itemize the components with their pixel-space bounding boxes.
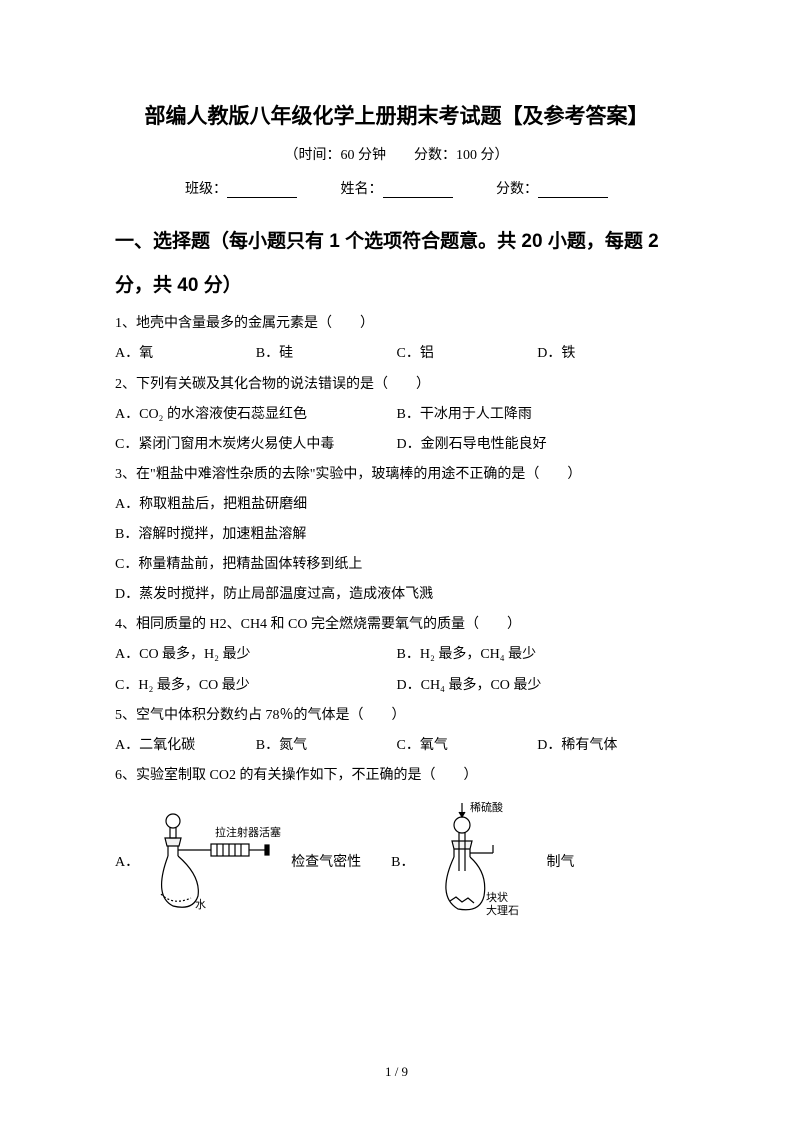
q5-opt-a: A．二氧化碳 <box>115 731 256 761</box>
section-1-heading: 一、选择题（每小题只有 1 个选项符合题意。共 20 小题，每题 2 分，共 4… <box>115 220 678 307</box>
q6-diag-b-label: B． <box>391 851 418 871</box>
q1-options: A．氧 B．硅 C．铝 D．铁 <box>115 339 678 369</box>
q3-opt-c: C．称量精盐前，把精盐固体转移到纸上 <box>115 550 678 580</box>
q4-opt-d: D．CH₄ 最多，CO 最少 <box>397 671 679 701</box>
q6-stem: 6、实验室制取 CO2 的有关操作如下，不正确的是（ ） <box>115 761 678 791</box>
acid-label: 稀硫酸 <box>470 801 503 814</box>
q3-opt-d: D．蒸发时搅拌，防止局部温度过高，造成液体飞溅 <box>115 580 678 610</box>
page-title: 部编人教版八年级化学上册期末考试题【及参考答案】 <box>115 100 678 130</box>
info-line: 班级： 姓名： 分数： <box>115 178 678 198</box>
q1-opt-c: C．铝 <box>397 339 538 369</box>
q3-stem: 3、在"粗盐中难溶性杂质的去除"实验中，玻璃棒的用途不正确的是（ ） <box>115 460 678 490</box>
flask-syringe-icon: 拉注射器活塞 水 <box>143 806 283 916</box>
label-score: 分数： <box>496 182 538 197</box>
flask-acid-icon: 稀硫酸 块状 大理石 <box>418 801 538 921</box>
q6-diag-a-label: A． <box>115 851 143 871</box>
q2-opt-d: D．金刚石导电性能良好 <box>397 430 679 460</box>
q6-diagrams: A． 拉注射器活塞 水 检 <box>115 801 678 921</box>
svg-text:块状: 块状 <box>486 890 508 904</box>
q4-options-2: C．H₂ 最多，CO 最少 D．CH₄ 最多，CO 最少 <box>115 671 678 701</box>
water-label: 水 <box>195 898 206 911</box>
q2-options-2: C．紧闭门窗用木炭烤火易使人中毒 D．金刚石导电性能良好 <box>115 430 678 460</box>
blank-class <box>227 182 297 198</box>
label-name: 姓名： <box>341 182 383 197</box>
q5-opt-d: D．稀有气体 <box>537 731 678 761</box>
blank-name <box>383 182 453 198</box>
q4-opt-b: B．H₂ 最多，CH₄ 最少 <box>397 640 679 670</box>
q4-options-1: A．CO 最多，H₂ 最少 B．H₂ 最多，CH₄ 最少 <box>115 640 678 670</box>
q5-opt-c: C．氧气 <box>397 731 538 761</box>
q6-diag-a-caption: 检查气密性 <box>283 851 391 871</box>
q2-opt-b: B．干冰用于人工降雨 <box>397 400 679 430</box>
q4-opt-c: C．H₂ 最多，CO 最少 <box>115 671 397 701</box>
q3-opt-a: A．称取粗盐后，把粗盐研磨细 <box>115 490 678 520</box>
q2-stem: 2、下列有关碳及其化合物的说法错误的是（ ） <box>115 370 678 400</box>
q1-opt-a: A．氧 <box>115 339 256 369</box>
q2-opt-a: A．CO₂ 的水溶液使石蕊显红色 <box>115 400 397 430</box>
q1-opt-d: D．铁 <box>537 339 678 369</box>
q5-options: A．二氧化碳 B．氮气 C．氧气 D．稀有气体 <box>115 731 678 761</box>
q6-diag-b-caption: 制气 <box>538 851 604 871</box>
q4-opt-a: A．CO 最多，H₂ 最少 <box>115 640 397 670</box>
page-number: 1 / 9 <box>0 1064 793 1080</box>
q3-opt-b: B．溶解时搅拌，加速粗盐溶解 <box>115 520 678 550</box>
q4-stem: 4、相同质量的 H2、CH4 和 CO 完全燃烧需要氧气的质量（ ） <box>115 610 678 640</box>
q1-opt-b: B．硅 <box>256 339 397 369</box>
q5-stem: 5、空气中体积分数约占 78％的气体是（ ） <box>115 701 678 731</box>
q5-opt-b: B．氮气 <box>256 731 397 761</box>
label-class: 班级： <box>185 182 227 197</box>
exam-subtitle: （时间：60 分钟 分数：100 分） <box>115 144 678 164</box>
q2-options-1: A．CO₂ 的水溶液使石蕊显红色 B．干冰用于人工降雨 <box>115 400 678 430</box>
q1-stem: 1、地壳中含量最多的金属元素是（ ） <box>115 309 678 339</box>
svg-text:大理石: 大理石 <box>486 903 519 917</box>
blank-score <box>538 182 608 198</box>
q2-opt-c: C．紧闭门窗用木炭烤火易使人中毒 <box>115 430 397 460</box>
syringe-label: 拉注射器活塞 <box>215 825 281 839</box>
